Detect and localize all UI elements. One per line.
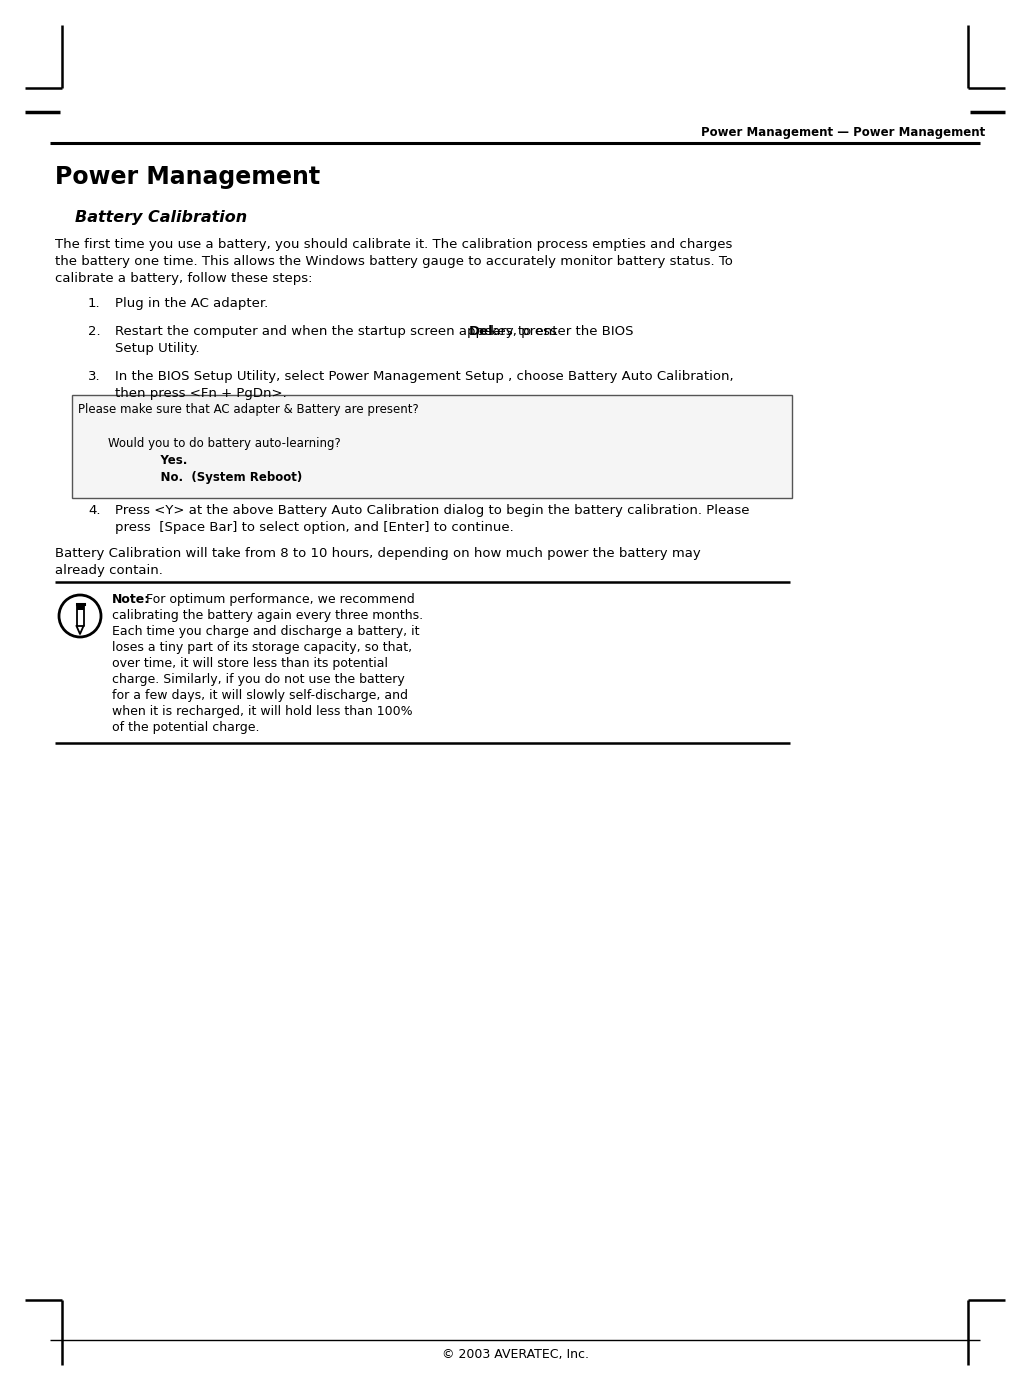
Text: press  [Space Bar] to select option, and [Enter] to continue.: press [Space Bar] to select option, and …	[115, 521, 514, 535]
FancyBboxPatch shape	[76, 603, 83, 610]
Text: 4.: 4.	[88, 504, 101, 516]
Text: for a few days, it will slowly self-discharge, and: for a few days, it will slowly self-disc…	[112, 689, 408, 702]
Text: charge. Similarly, if you do not use the battery: charge. Similarly, if you do not use the…	[112, 672, 405, 686]
Text: Yes.: Yes.	[78, 454, 187, 466]
Text: Power Management: Power Management	[55, 166, 320, 189]
Text: Please make sure that AC adapter & Battery are present?: Please make sure that AC adapter & Batte…	[78, 404, 419, 416]
Text: Setup Utility.: Setup Utility.	[115, 342, 200, 355]
Text: Battery Calibration: Battery Calibration	[75, 210, 247, 226]
Text: Press <Y> at the above Battery Auto Calibration dialog to begin the battery cali: Press <Y> at the above Battery Auto Cali…	[115, 504, 750, 516]
Text: when it is recharged, it will hold less than 100%: when it is recharged, it will hold less …	[112, 704, 413, 718]
Text: Restart the computer and when the startup screen appears, press: Restart the computer and when the startu…	[115, 324, 561, 338]
Text: In the BIOS Setup Utility, select Power Management Setup , choose Battery Auto C: In the BIOS Setup Utility, select Power …	[115, 370, 733, 383]
Text: key to enter the BIOS: key to enter the BIOS	[486, 324, 633, 338]
Text: over time, it will store less than its potential: over time, it will store less than its p…	[112, 657, 388, 670]
Text: Battery Calibration will take from 8 to 10 hours, depending on how much power th: Battery Calibration will take from 8 to …	[55, 547, 700, 560]
Text: Would you to do battery auto-learning?: Would you to do battery auto-learning?	[78, 437, 341, 450]
Text: calibrate a battery, follow these steps:: calibrate a battery, follow these steps:	[55, 271, 312, 285]
Text: Del: Del	[469, 324, 493, 338]
Text: For optimum performance, we recommend: For optimum performance, we recommend	[142, 593, 415, 606]
Text: calibrating the battery again every three months.: calibrating the battery again every thre…	[112, 610, 423, 622]
Text: Plug in the AC adapter.: Plug in the AC adapter.	[115, 296, 268, 310]
FancyBboxPatch shape	[72, 395, 792, 498]
Text: already contain.: already contain.	[55, 564, 163, 578]
Text: of the potential charge.: of the potential charge.	[112, 721, 260, 734]
Text: The first time you use a battery, you should calibrate it. The calibration proce: The first time you use a battery, you sh…	[55, 238, 732, 251]
Text: Each time you charge and discharge a battery, it: Each time you charge and discharge a bat…	[112, 625, 419, 638]
Text: 1.: 1.	[88, 296, 101, 310]
Text: 3.: 3.	[88, 370, 101, 383]
Text: the battery one time. This allows the Windows battery gauge to accurately monito: the battery one time. This allows the Wi…	[55, 255, 733, 269]
Text: © 2003 AVERATEC, Inc.: © 2003 AVERATEC, Inc.	[442, 1347, 588, 1361]
Text: Note:: Note:	[112, 593, 150, 606]
Text: Power Management — Power Management: Power Management — Power Management	[700, 127, 985, 139]
Text: 2.: 2.	[88, 324, 101, 338]
Text: No.  (System Reboot): No. (System Reboot)	[78, 470, 302, 484]
Text: loses a tiny part of its storage capacity, so that,: loses a tiny part of its storage capacit…	[112, 640, 412, 654]
Text: then press <Fn + PgDn>.: then press <Fn + PgDn>.	[115, 387, 286, 400]
